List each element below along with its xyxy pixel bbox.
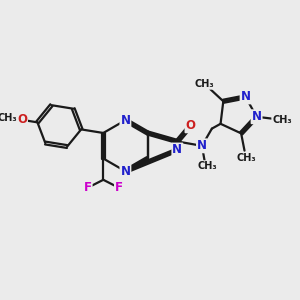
Text: CH₃: CH₃ xyxy=(198,161,218,171)
Text: CH₃: CH₃ xyxy=(195,79,214,89)
Text: N: N xyxy=(120,165,130,178)
Text: F: F xyxy=(84,181,92,194)
Text: N: N xyxy=(172,143,182,157)
Text: O: O xyxy=(17,113,27,126)
Text: CH₃: CH₃ xyxy=(0,112,17,122)
Text: N: N xyxy=(252,110,262,123)
Text: CH₃: CH₃ xyxy=(236,153,256,164)
Text: CH₃: CH₃ xyxy=(272,115,292,125)
Text: N: N xyxy=(120,114,130,127)
Text: N: N xyxy=(197,139,207,152)
Text: N: N xyxy=(241,90,250,104)
Text: F: F xyxy=(115,181,123,194)
Text: O: O xyxy=(185,119,196,132)
